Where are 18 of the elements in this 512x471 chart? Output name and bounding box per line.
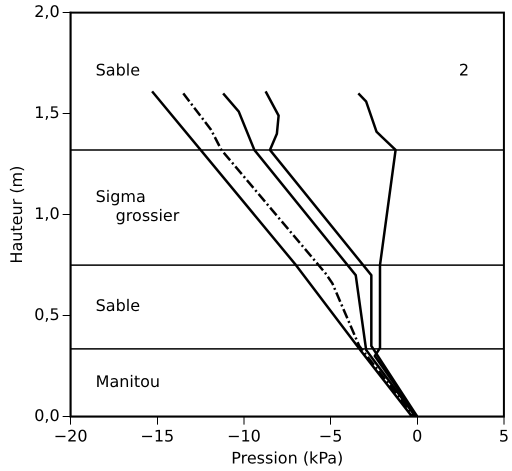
x-tick-label: −20 <box>54 426 88 446</box>
y-tick-label: 0,0 <box>34 406 60 425</box>
x-axis-title: Pression (kPa) <box>231 448 344 468</box>
annotation: Sable <box>96 296 140 316</box>
x-tick-label: 0 <box>412 426 422 446</box>
annotation: Sigma grossier <box>96 187 180 226</box>
y-tick-label: 1,5 <box>34 102 60 122</box>
x-tick-label: −10 <box>227 426 261 446</box>
x-tick-label: −5 <box>318 426 342 446</box>
x-tick-label: 5 <box>498 426 510 446</box>
annotation: Sable <box>96 60 140 80</box>
y-tick-label: 2,0 <box>34 2 60 21</box>
x-tick-label: −15 <box>140 426 174 446</box>
annotation: 2 <box>458 60 470 80</box>
y-tick-label: 1,0 <box>34 204 60 223</box>
y-axis-title: Hauteur (m) <box>6 166 26 264</box>
annotation: Manitou <box>96 372 160 391</box>
y-tick-label: 0,5 <box>34 304 60 324</box>
